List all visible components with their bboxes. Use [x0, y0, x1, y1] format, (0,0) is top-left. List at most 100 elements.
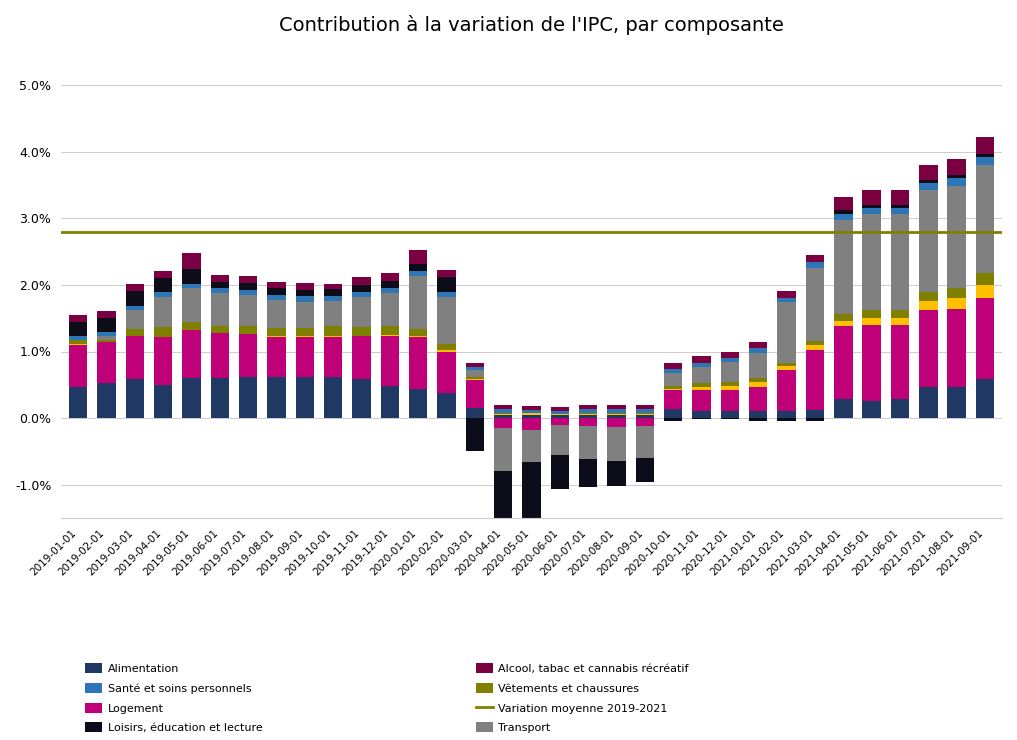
Bar — [636, 415, 654, 418]
Bar — [324, 337, 343, 377]
Bar — [494, 409, 513, 413]
Bar — [777, 302, 796, 363]
Bar — [69, 340, 87, 343]
Bar — [862, 205, 881, 208]
Bar — [437, 343, 456, 350]
Bar — [409, 249, 427, 264]
Bar — [919, 183, 938, 190]
Bar — [636, 418, 654, 426]
Bar — [834, 210, 852, 214]
Bar — [523, 414, 541, 418]
Bar — [721, 411, 739, 418]
Bar — [409, 275, 427, 329]
Bar — [154, 278, 172, 292]
Bar — [919, 310, 938, 388]
Bar — [862, 310, 881, 318]
Bar — [919, 301, 938, 310]
Bar — [211, 333, 229, 378]
Bar — [693, 367, 711, 383]
Bar — [975, 165, 995, 273]
Bar — [834, 321, 852, 326]
Bar — [664, 363, 682, 369]
Bar — [494, 471, 513, 535]
Bar — [891, 325, 909, 400]
Bar — [352, 327, 371, 335]
Bar — [975, 273, 995, 285]
Bar — [862, 325, 881, 401]
Title: Contribution à la variation de l'IPC, par composante: Contribution à la variation de l'IPC, pa… — [279, 15, 784, 35]
Bar — [239, 326, 257, 334]
Bar — [182, 283, 200, 288]
Bar — [296, 377, 314, 418]
Bar — [182, 378, 200, 418]
Bar — [296, 302, 314, 329]
Bar — [324, 301, 343, 326]
Bar — [69, 343, 87, 345]
Bar — [579, 408, 597, 413]
Bar — [125, 329, 144, 335]
Bar — [834, 220, 852, 314]
Bar — [834, 400, 852, 418]
Bar — [579, 413, 597, 414]
Bar — [805, 418, 824, 421]
Bar — [182, 288, 200, 321]
Bar — [267, 337, 286, 377]
Bar — [523, 430, 541, 462]
Bar — [409, 388, 427, 418]
Bar — [466, 408, 484, 418]
Bar — [721, 386, 739, 390]
Bar — [466, 367, 484, 370]
Bar — [494, 428, 513, 471]
Bar — [125, 380, 144, 418]
Bar — [466, 370, 484, 377]
Bar — [975, 154, 995, 157]
Bar — [211, 326, 229, 333]
Bar — [862, 318, 881, 325]
Bar — [805, 262, 824, 268]
Bar — [296, 329, 314, 336]
Bar — [211, 378, 229, 418]
Bar — [777, 297, 796, 302]
Bar — [579, 415, 597, 418]
Bar — [380, 326, 399, 334]
Bar — [125, 335, 144, 380]
Bar — [693, 388, 711, 390]
Bar — [494, 414, 513, 418]
Bar — [352, 292, 371, 297]
Bar — [98, 341, 116, 383]
Bar — [267, 295, 286, 300]
Bar — [721, 390, 739, 411]
Bar — [409, 329, 427, 335]
Bar — [777, 418, 796, 421]
Bar — [693, 356, 711, 363]
Bar — [437, 352, 456, 393]
Bar — [750, 388, 768, 411]
Bar — [296, 296, 314, 302]
Bar — [975, 285, 995, 298]
Bar — [607, 415, 625, 418]
Bar — [862, 208, 881, 215]
Bar — [125, 284, 144, 291]
Bar — [352, 285, 371, 292]
Bar — [777, 291, 796, 297]
Bar — [550, 455, 570, 488]
Bar — [805, 410, 824, 418]
Bar — [324, 284, 343, 289]
Bar — [409, 337, 427, 388]
Bar — [750, 353, 768, 378]
Bar — [239, 295, 257, 326]
Bar — [975, 298, 995, 380]
Bar — [862, 215, 881, 310]
Bar — [636, 414, 654, 415]
Bar — [380, 334, 399, 336]
Bar — [891, 205, 909, 208]
Bar — [352, 380, 371, 418]
Bar — [948, 175, 966, 178]
Bar — [579, 460, 597, 488]
Bar — [948, 288, 966, 298]
Bar — [437, 277, 456, 292]
Bar — [239, 276, 257, 283]
Bar — [267, 288, 286, 295]
Bar — [777, 363, 796, 366]
Bar — [239, 283, 257, 289]
